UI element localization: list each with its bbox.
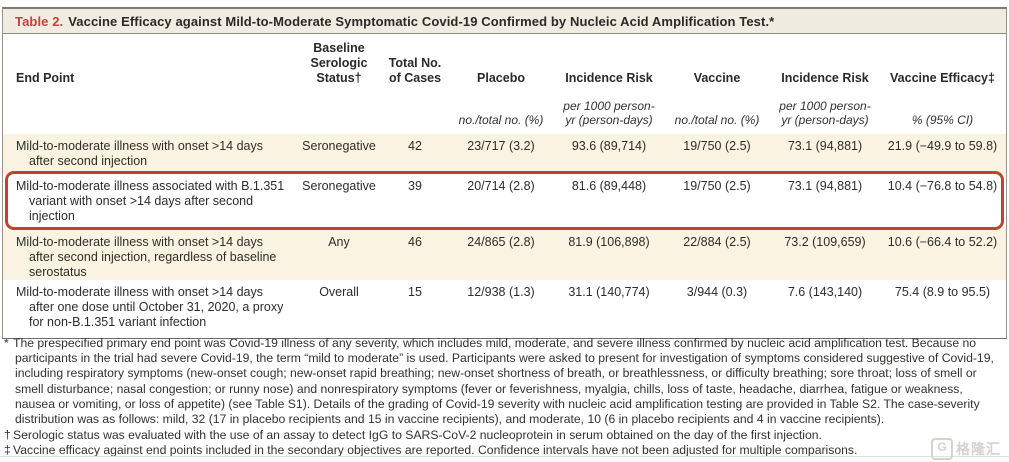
table-number-label: Table 2.: [15, 14, 64, 29]
placebo-incidence-cell: 81.9 (106,898): [568, 235, 650, 249]
column-header-label: End Point: [16, 71, 75, 85]
vaccine-cell: 19/750 (2.5): [683, 179, 751, 193]
footnote-symbol: *: [4, 336, 9, 350]
column-header-sub: per 1000 person-yr (person-days): [779, 99, 871, 127]
footnote-symbol: ‡: [4, 443, 11, 458]
column-header-sub: [383, 89, 447, 134]
column-placebo: Placebo no./total no. (%): [447, 34, 555, 134]
vaccine-cell: 3/944 (0.3): [686, 285, 748, 299]
column-end-point: End Point: [3, 34, 295, 134]
placebo-cell: 12/938 (1.3): [467, 285, 535, 299]
gelonghui-watermark: G 格隆汇: [931, 438, 1001, 460]
table-title-text: Vaccine Efficacy against Mild-to-Moderat…: [68, 14, 775, 29]
footnote-text: The prespecified primary end point was C…: [13, 336, 994, 427]
column-vaccine: Vaccine no./total no. (%): [663, 34, 771, 134]
footnote-text: Serologic status was evaluated with the …: [13, 427, 822, 442]
placebo-incidence-cell: 31.1 (140,774): [568, 285, 650, 299]
bottom-divider: [0, 456, 1009, 457]
column-header-label: Incidence Risk: [565, 71, 653, 85]
footnote-dagger: † Serologic status was evaluated with the…: [4, 428, 1005, 443]
placebo-cell: 20/714 (2.8): [467, 179, 535, 193]
vaccine-incidence-cell: 7.6 (143,140): [787, 285, 863, 299]
column-efficacy: Vaccine Efficacy‡ % (95% CI): [879, 34, 1006, 134]
footnote-text: Vaccine efficacy against end points incl…: [13, 443, 858, 458]
vaccine-incidence-cell: 73.2 (109,659): [784, 235, 866, 249]
column-header-sub: no./total no. (%): [674, 113, 760, 127]
column-header-sub: [3, 89, 295, 134]
column-header-label: Baseline Serologic Status†: [310, 41, 368, 85]
column-header-label: Incidence Risk: [781, 71, 869, 85]
table-header-row: End Point Baseline Serologic Status† Tot…: [3, 34, 1006, 134]
vaccine-cell: 19/750 (2.5): [683, 139, 751, 153]
placebo-incidence-cell: 81.6 (89,448): [571, 179, 647, 193]
end-point-cell: Mild-to-moderate illness with onset >14 …: [16, 285, 284, 329]
vaccine-cell: 22/884 (2.5): [683, 235, 751, 249]
placebo-cell: 23/717 (3.2): [467, 139, 535, 153]
vaccine-incidence-cell: 73.1 (94,881): [787, 139, 863, 153]
placebo-incidence-cell: 93.6 (89,714): [571, 139, 647, 153]
end-point-cell: Mild-to-moderate illness with onset >14 …: [16, 235, 277, 279]
footnote-asterisk: * The prespecified primary end point was …: [4, 336, 1005, 427]
table-footnotes: * The prespecified primary end point was …: [4, 336, 1005, 459]
footnote-symbol: †: [4, 427, 11, 442]
column-header-label: Vaccine Efficacy‡: [890, 71, 995, 85]
table-row: Mild-to-moderate illness with onset >14 …: [3, 230, 1006, 280]
vaccine-incidence-cell: 73.1 (94,881): [787, 179, 863, 193]
nejm-table-2: Table 2. Vaccine Efficacy against Mild-to…: [2, 7, 1007, 339]
column-header-sub: no./total no. (%): [458, 113, 544, 127]
serostatus-cell: Overall: [319, 285, 359, 299]
column-header-label: Placebo: [477, 71, 525, 85]
efficacy-cell: 21.9 (−49.9 to 59.8): [887, 139, 998, 153]
gelonghui-logo-icon: G: [931, 438, 953, 460]
column-header-sub: [295, 89, 383, 134]
efficacy-cell: 10.4 (−76.8 to 54.8): [887, 179, 998, 193]
table-row-highlighted: Mild-to-moderate illness associated with…: [3, 171, 1006, 230]
column-header-label: Vaccine: [693, 71, 741, 85]
cases-cell: 46: [408, 235, 422, 249]
table-title-bar: Table 2. Vaccine Efficacy against Mild-to…: [3, 9, 1006, 34]
serostatus-cell: Any: [328, 235, 350, 249]
footnote-double-dagger: ‡ Vaccine efficacy against end points inc…: [4, 443, 1005, 458]
column-vaccine-incidence: Incidence Risk per 1000 person-yr (perso…: [771, 34, 879, 134]
column-header-label: Total No. of Cases: [388, 56, 442, 85]
end-point-cell: Mild-to-moderate illness with onset >14 …: [16, 139, 263, 168]
efficacy-cell: 10.6 (−66.4 to 52.2): [887, 235, 998, 249]
column-header-sub: % (95% CI): [911, 113, 974, 127]
end-point-cell: Mild-to-moderate illness associated with…: [16, 179, 285, 223]
efficacy-cell: 75.4 (8.9 to 95.5): [894, 285, 991, 299]
watermark-text: 格隆汇: [956, 441, 1001, 457]
cases-cell: 39: [408, 179, 422, 193]
column-header-sub: per 1000 person-yr (person-days): [563, 99, 655, 127]
column-placebo-incidence: Incidence Risk per 1000 person-yr (perso…: [555, 34, 663, 134]
column-total-cases: Total No. of Cases: [383, 34, 447, 134]
column-serostatus: Baseline Serologic Status†: [295, 34, 383, 134]
serostatus-cell: Seronegative: [302, 139, 376, 153]
serostatus-cell: Seronegative: [302, 179, 376, 193]
table-row: Mild-to-moderate illness with onset >14 …: [3, 280, 1006, 338]
table-row: Mild-to-moderate illness with onset >14 …: [3, 134, 1006, 174]
cases-cell: 15: [408, 285, 422, 299]
placebo-cell: 24/865 (2.8): [467, 235, 535, 249]
cases-cell: 42: [408, 139, 422, 153]
